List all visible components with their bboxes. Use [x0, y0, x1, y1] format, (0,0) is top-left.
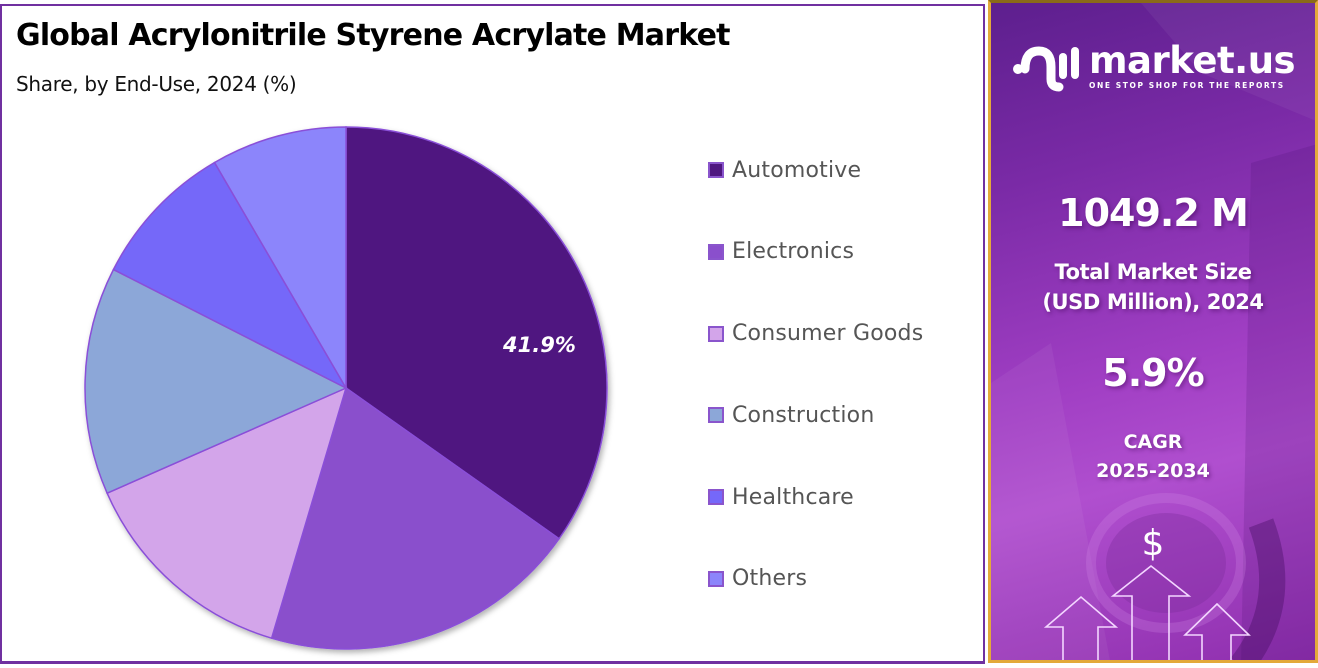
legend-label: Others: [732, 566, 808, 592]
pie-slice-healthcare[interactable]: [112, 161, 348, 390]
legend: Automotive Electronics Consumer Goods Co…: [708, 155, 923, 646]
cagr-value: 5.9%: [1102, 351, 1204, 395]
pie-svg: [84, 126, 608, 650]
brand-name: market.us: [1089, 39, 1296, 82]
market-us-logo: market.us ONE STOP SHOP FOR THE REPORTS: [1011, 39, 1296, 94]
legend-swatch-icon: [708, 489, 724, 506]
background-photo-decoration: [991, 3, 1315, 660]
dollar-icon: $: [1142, 523, 1165, 564]
legend-item-consumer-goods[interactable]: Consumer Goods: [708, 319, 923, 349]
legend-swatch-icon: [708, 162, 724, 178]
slice-label-automotive: 41.9%: [503, 333, 576, 357]
pie-slice-automotive[interactable]: [345, 126, 608, 540]
legend-label: Healthcare: [732, 484, 854, 510]
pie-slice-electronics[interactable]: [270, 386, 561, 650]
legend-item-electronics[interactable]: Electronics: [708, 237, 923, 267]
market-us-logo-icon: [1013, 46, 1079, 92]
pie-slice-consumer-goods[interactable]: [106, 386, 348, 640]
legend-label: Consumer Goods: [732, 321, 924, 347]
brand-tagline: ONE STOP SHOP FOR THE REPORTS: [1089, 81, 1285, 90]
cagr-label: CAGR 2025-2034: [991, 428, 1315, 486]
pie-chart: 41.9%: [84, 126, 608, 650]
legend-label: Construction: [732, 402, 875, 428]
cagr-label-line2: 2025-2034: [1096, 460, 1210, 482]
market-size-label: Total Market Size (USD Million), 2024: [991, 257, 1315, 317]
market-size-label-line1: Total Market Size: [1054, 260, 1252, 284]
chart-title: Global Acrylonitrile Styrene Acrylate Ma…: [16, 18, 730, 53]
legend-swatch-icon: [708, 243, 724, 260]
market-size-value: 1049.2 M: [1058, 191, 1249, 235]
pie-slice-construction[interactable]: [84, 268, 348, 495]
legend-item-automotive[interactable]: Automotive: [708, 155, 923, 185]
summary-sidebar: market.us ONE STOP SHOP FOR THE REPORTS …: [988, 0, 1318, 663]
pie-slice-others[interactable]: [213, 126, 347, 391]
market-size-label-line2: (USD Million), 2024: [1042, 290, 1264, 314]
legend-item-healthcare[interactable]: Healthcare: [708, 482, 923, 512]
legend-item-construction[interactable]: Construction: [708, 400, 923, 430]
cagr-label-line1: CAGR: [1123, 431, 1183, 453]
growth-arrows-icon: $: [1043, 523, 1251, 660]
legend-swatch-icon: [708, 325, 724, 342]
legend-label: Electronics: [732, 239, 855, 265]
legend-label: Automotive: [732, 157, 862, 183]
chart-subtitle: Share, by End-Use, 2024 (%): [16, 72, 297, 96]
legend-item-others[interactable]: Others: [708, 564, 923, 594]
legend-swatch-icon: [708, 570, 724, 587]
legend-swatch-icon: [708, 407, 724, 424]
